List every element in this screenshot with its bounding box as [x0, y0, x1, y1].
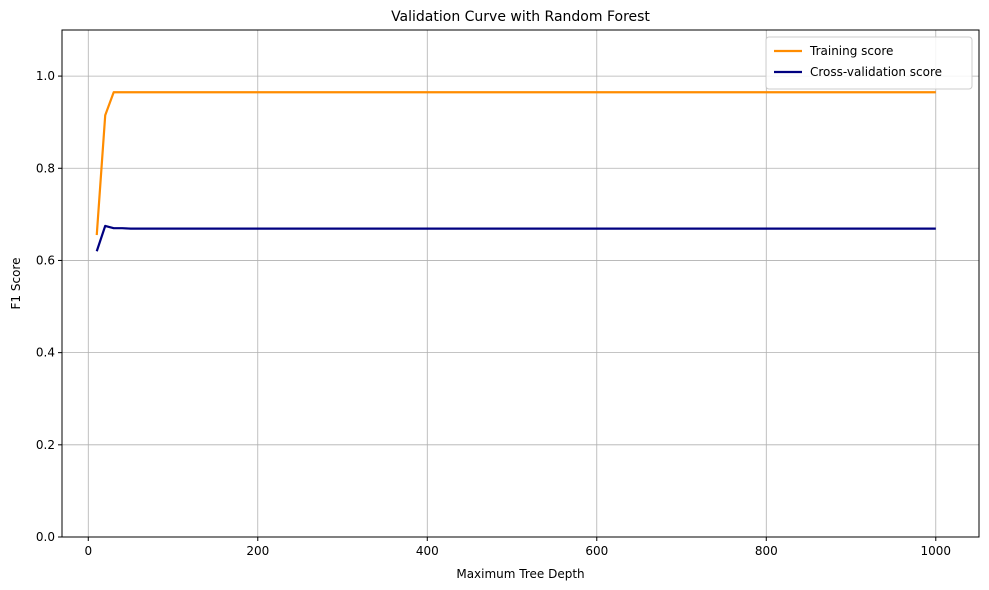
series-line-0: [95, 91, 936, 236]
chart-title: Validation Curve with Random Forest: [391, 9, 650, 25]
y-tick-label: 0.0: [36, 530, 55, 544]
x-tick-label: 800: [755, 544, 778, 558]
y-axis-title: F1 Score: [9, 258, 23, 310]
plot-frame: [61, 29, 980, 538]
x-tick-label: 400: [416, 544, 439, 558]
series-line-1: [95, 224, 936, 252]
x-tick-label: 200: [246, 544, 269, 558]
legend-box: [765, 36, 973, 90]
grid-lines: [62, 30, 979, 538]
y-tick-label: 0.8: [36, 161, 55, 175]
y-tick-label: 0.2: [36, 438, 55, 452]
y-tick-label: 0.4: [36, 346, 55, 360]
x-axis-title: Maximum Tree Depth: [456, 567, 584, 581]
x-tick-label: 0: [84, 544, 92, 558]
legend: Training score Cross-validation score: [765, 36, 973, 90]
y-tick-label: 0.6: [36, 253, 55, 267]
legend-label: Training score: [809, 44, 893, 58]
x-tick-label: 1000: [921, 544, 952, 558]
y-tick-label: 1.0: [36, 69, 55, 83]
y-axis-ticks: 0.0 0.2 0.4 0.6 0.8 1.0: [36, 69, 62, 544]
legend-label: Cross-validation score: [810, 65, 942, 79]
series-lines: [95, 91, 936, 252]
x-tick-label: 600: [585, 544, 608, 558]
x-axis-ticks: 0 200 400 600 800 1000: [84, 537, 951, 558]
